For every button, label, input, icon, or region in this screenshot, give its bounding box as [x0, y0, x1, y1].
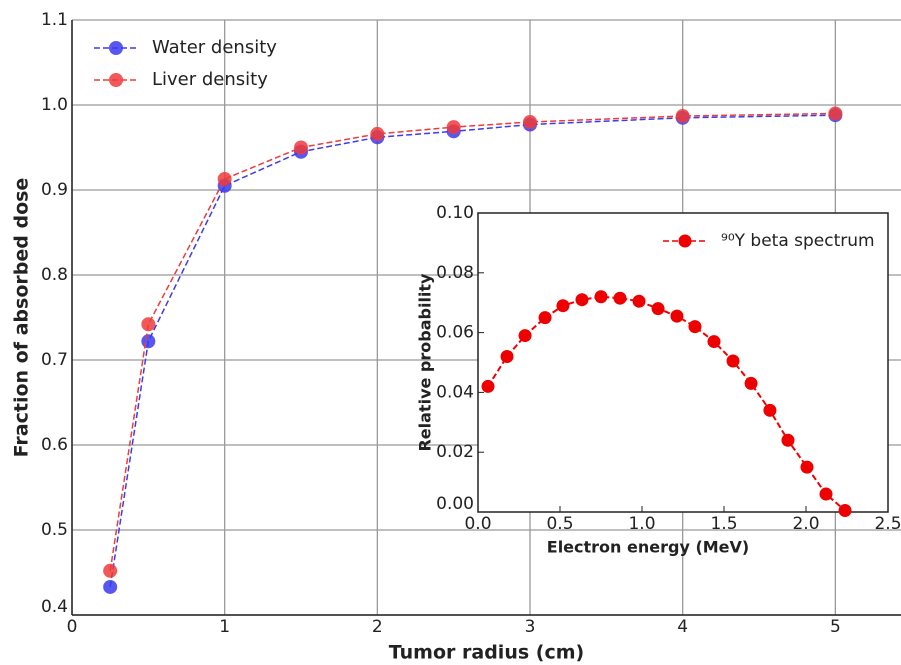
data-point: [613, 291, 627, 305]
x-tick-label: 2: [372, 617, 383, 637]
data-point: [103, 563, 118, 578]
data-point: [819, 487, 833, 501]
data-point: [828, 106, 843, 121]
y-tick-label: 0.04: [436, 382, 474, 402]
data-point: [688, 320, 702, 334]
data-point: [294, 140, 309, 155]
data-point: [763, 403, 777, 417]
data-point: [370, 126, 385, 141]
y-tick-label: 0.9: [41, 180, 68, 200]
x-tick-label: 5: [830, 617, 841, 637]
data-point: [675, 109, 690, 124]
y-tick-label: 0.7: [41, 350, 68, 370]
series-line: [109, 112, 836, 571]
x-tick-label: 4: [677, 617, 688, 637]
data-point: [575, 293, 589, 307]
y-tick-label: 1.1: [41, 10, 68, 30]
y-axis-title: Fraction of absorbed dose: [11, 178, 33, 458]
data-point: [446, 120, 461, 135]
data-point: [726, 354, 740, 368]
y-tick-label: 0.4: [41, 597, 68, 617]
data-point: [217, 171, 232, 186]
legend-label: Water density: [152, 37, 277, 58]
data-point: [838, 504, 852, 518]
x-tick-label: 2.0: [792, 514, 819, 534]
data-point: [670, 309, 684, 323]
data-point: [800, 460, 814, 474]
x-axis-title: Tumor radius (cm): [389, 642, 584, 664]
x-tick-label: 1: [219, 617, 230, 637]
data-point: [707, 335, 721, 349]
x-tick-label: 2.5: [874, 514, 901, 534]
legend-label: Liver density: [152, 69, 268, 90]
data-point: [481, 379, 495, 393]
data-point: [651, 302, 665, 316]
x-tick-label: 1.5: [710, 514, 737, 534]
y-tick-label: 0.10: [436, 203, 474, 223]
legend-marker: [109, 41, 123, 55]
data-point: [523, 115, 538, 129]
legend-marker: [109, 73, 123, 87]
y-axis-title: Relative probability: [416, 273, 435, 452]
series-group: [103, 106, 843, 594]
x-tick-label: 0.0: [464, 514, 491, 534]
data-point: [538, 311, 552, 325]
data-point: [518, 329, 532, 343]
y-tick-label: 0.6: [41, 435, 68, 455]
series-line: [109, 114, 836, 588]
y-tick-label: 0.02: [436, 442, 474, 462]
y-tick-label: 0.00: [436, 494, 474, 514]
x-tick-label: 0: [67, 617, 78, 637]
axis-frame: [477, 212, 889, 513]
legend-label: ⁹⁰Y beta spectrum: [721, 231, 875, 251]
data-point: [556, 299, 570, 313]
data-point: [141, 317, 156, 332]
data-point: [632, 294, 646, 308]
y-tick-label: 0.8: [41, 265, 68, 285]
data-point: [594, 290, 608, 304]
data-point: [744, 376, 758, 390]
legend-marker: [678, 234, 692, 248]
series-group: [481, 290, 852, 518]
x-tick-label: 1.0: [628, 514, 655, 534]
data-point: [141, 334, 156, 349]
x-tick-label: 3: [525, 617, 536, 637]
x-tick-label: 0.5: [546, 514, 573, 534]
y-tick-label: 1.0: [41, 95, 68, 115]
data-point: [781, 433, 795, 447]
data-point: [103, 579, 118, 594]
y-tick-label: 0.5: [41, 520, 68, 540]
inset-background: [478, 213, 888, 512]
y-tick-label: 0.08: [436, 263, 474, 283]
x-axis-title: Electron energy (MeV): [547, 538, 749, 557]
data-point: [500, 350, 514, 364]
y-tick-label: 0.06: [436, 323, 474, 343]
